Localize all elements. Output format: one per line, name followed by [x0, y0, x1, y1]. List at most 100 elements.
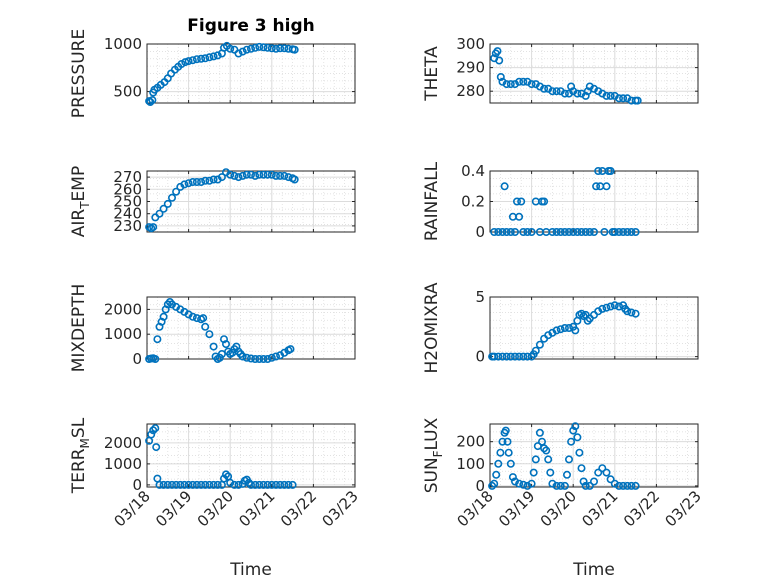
x-tick-label: 03/19	[152, 487, 195, 530]
data-point	[222, 340, 231, 349]
data-point	[571, 326, 580, 335]
data-point	[531, 455, 540, 464]
data-point	[155, 480, 164, 489]
axes-box	[489, 43, 699, 104]
data-point	[571, 422, 580, 431]
data-point	[172, 480, 181, 489]
data-point	[242, 353, 251, 362]
data-point	[623, 228, 632, 237]
data-point	[163, 480, 172, 489]
subplot-1: 500 1000 PRESSURE	[69, 29, 356, 118]
data-point	[205, 480, 214, 489]
data-point	[276, 171, 285, 180]
y-tick-label: 0	[475, 477, 485, 495]
data-point	[222, 470, 231, 479]
data-point	[247, 44, 256, 53]
x-tick-label: 03/22	[277, 487, 320, 530]
data-point	[627, 481, 636, 490]
data-point	[280, 171, 289, 180]
data-point	[502, 228, 511, 237]
axes-box	[489, 296, 699, 360]
y-axis-label: MIXDEPTH	[69, 284, 89, 373]
data-point	[610, 228, 619, 237]
data-point	[508, 473, 517, 482]
data-point	[172, 187, 181, 196]
data-point	[592, 182, 601, 191]
data-point	[623, 307, 632, 316]
data-point	[519, 77, 528, 86]
data-point	[606, 302, 615, 311]
data-point	[234, 480, 243, 489]
data-point	[631, 228, 640, 237]
plot-area	[490, 424, 698, 487]
data-point	[494, 352, 503, 361]
subplot-4: 0 0.2 0.4 RAINFALL	[422, 161, 699, 241]
data-point	[523, 481, 532, 490]
data-point	[515, 479, 524, 488]
y-tick-label: 250	[113, 193, 142, 211]
data-point	[552, 481, 561, 490]
data-point	[594, 468, 603, 477]
x-tick-label: 03/22	[620, 487, 663, 530]
data-point	[230, 171, 239, 180]
data-point	[217, 173, 226, 182]
plot-area	[490, 44, 698, 103]
data-point	[493, 47, 502, 56]
data-point	[247, 354, 256, 363]
data-point	[598, 464, 607, 473]
data-point	[146, 98, 155, 107]
data-point	[242, 170, 251, 179]
data-point	[594, 167, 603, 176]
data-point	[205, 176, 214, 185]
data-point	[548, 479, 557, 488]
y-tick-label: 0	[475, 223, 485, 241]
data-point	[623, 481, 632, 490]
data-point	[503, 437, 512, 446]
data-point	[213, 480, 222, 489]
data-point	[276, 44, 285, 53]
data-point	[205, 53, 214, 62]
data-point	[542, 446, 551, 455]
y-tick-label: 2000	[104, 300, 142, 318]
data-point	[585, 228, 594, 237]
data-point	[148, 96, 157, 105]
data-point	[515, 212, 524, 221]
data-point	[614, 481, 623, 490]
data-point	[197, 54, 206, 63]
data-point	[197, 178, 206, 187]
y-tick-label: 290	[456, 59, 485, 77]
data-point	[197, 480, 206, 489]
data-point	[498, 228, 507, 237]
subplot-8: 0100200SUNFLUX03/1803/1903/2003/2103/220…	[422, 417, 705, 530]
data-point	[502, 352, 511, 361]
y-tick-label: 260	[113, 180, 142, 198]
y-tick-label: 100	[456, 455, 485, 473]
data-point	[280, 480, 289, 489]
axes-box	[146, 296, 356, 360]
data-point	[220, 474, 229, 483]
y-axis-label: PRESSURE	[69, 29, 89, 118]
data-point	[259, 170, 268, 179]
subplot-7: 010002000TERRMSL03/1803/1903/2003/2103/2…	[69, 417, 362, 530]
y-tick-label: 0	[475, 348, 485, 366]
data-point	[535, 340, 544, 349]
data-point	[577, 464, 586, 473]
data-point	[512, 197, 521, 206]
y-axis-label: THETA	[422, 46, 442, 102]
data-point	[153, 335, 162, 344]
data-point	[552, 228, 561, 237]
data-point	[284, 480, 293, 489]
data-point	[501, 426, 510, 435]
data-point	[560, 481, 569, 490]
data-point	[564, 228, 573, 237]
y-tick-label: 2000	[104, 434, 142, 452]
data-point	[159, 480, 168, 489]
data-point	[496, 448, 505, 457]
data-point	[527, 228, 536, 237]
data-point	[577, 228, 586, 237]
data-point	[506, 228, 515, 237]
data-point	[209, 175, 218, 184]
data-point	[556, 481, 565, 490]
data-point	[515, 352, 524, 361]
